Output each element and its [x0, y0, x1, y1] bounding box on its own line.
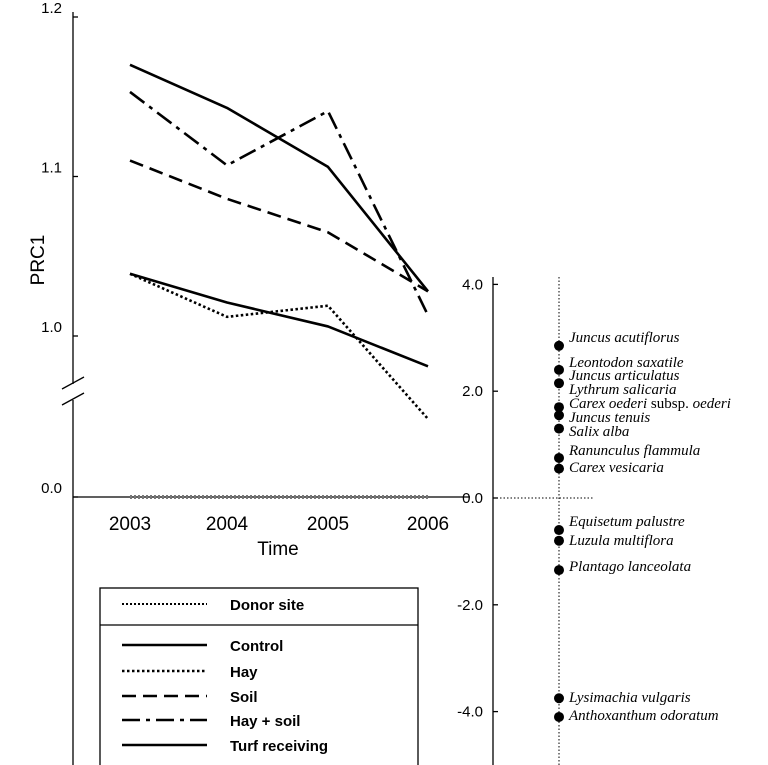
y-tick-label: 1.2 [41, 0, 62, 17]
species-point [554, 423, 564, 434]
species-point [554, 565, 564, 576]
species-label: Juncus acutiflorus [569, 330, 680, 346]
axis-break-mark [61, 392, 85, 406]
species-label: Lythrum salicaria [568, 382, 676, 398]
species-tick-label: 2.0 [462, 383, 483, 400]
species-point [554, 452, 564, 463]
legend-box [99, 587, 419, 765]
species-label: Equisetum palustre [568, 514, 685, 530]
legend-label: Hay + soil [230, 713, 300, 730]
species-label: Plantago lanceolata [568, 559, 691, 575]
x-axis-title: Time [257, 539, 299, 560]
legend-label: Donor site [230, 597, 304, 614]
y-tick-label: 1.1 [41, 160, 62, 177]
species-tick-label: 4.0 [462, 276, 483, 293]
species-label-suffix: subsp. [647, 396, 689, 412]
series-line-hay-soil [129, 90, 430, 316]
species-label: Lysimachia vulgaris [568, 690, 691, 706]
species-point [554, 711, 564, 722]
y-tick-label: 1.0 [41, 319, 62, 336]
species-label: Salix alba [569, 424, 629, 440]
species-label: Luzula multiflora [568, 533, 674, 549]
species-tick-label: 0.0 [462, 490, 483, 507]
legend-label: Turf receiving [230, 738, 328, 755]
species-label: Leontodon saxatile [568, 355, 684, 371]
species-point [554, 525, 564, 536]
x-tick-label: 2005 [307, 514, 349, 535]
species-label: Juncus articulatus [569, 368, 680, 384]
axis-break-mark [61, 376, 85, 390]
species-point [554, 402, 564, 413]
series-line-control [129, 272, 429, 368]
species-label: Carex vesicaria [569, 460, 664, 476]
y-axis-title: PRC1 [28, 235, 49, 286]
species-label: Juncus tenuis [569, 410, 650, 426]
x-tick-label: 2006 [407, 514, 449, 535]
x-tick-label: 2004 [206, 514, 249, 535]
species-label: Anthoxanthum odoratum [568, 708, 719, 724]
species-label: Carex oederi subsp. oederi [569, 396, 731, 412]
series-line-hay [129, 272, 429, 420]
series-line-turf-receiving [129, 63, 430, 293]
species-point [554, 364, 564, 375]
x-tick-label: 2003 [109, 514, 151, 535]
series-line-soil [129, 159, 429, 293]
legend-label: Hay [230, 664, 258, 681]
legend-label: Soil [230, 689, 258, 706]
legend-label: Control [230, 638, 283, 655]
species-point [554, 535, 564, 546]
species-point [554, 378, 564, 389]
species-point [554, 410, 564, 421]
species-tick-label: -2.0 [457, 597, 483, 614]
species-point [554, 340, 564, 351]
species-point [554, 693, 564, 704]
species-tick-label: -4.0 [457, 704, 483, 721]
species-label: Ranunculus flammula [568, 443, 700, 459]
species-label-suffix-epithet: oederi [689, 396, 731, 412]
y-tick-label: 0.0 [41, 480, 62, 497]
species-point [554, 463, 564, 474]
